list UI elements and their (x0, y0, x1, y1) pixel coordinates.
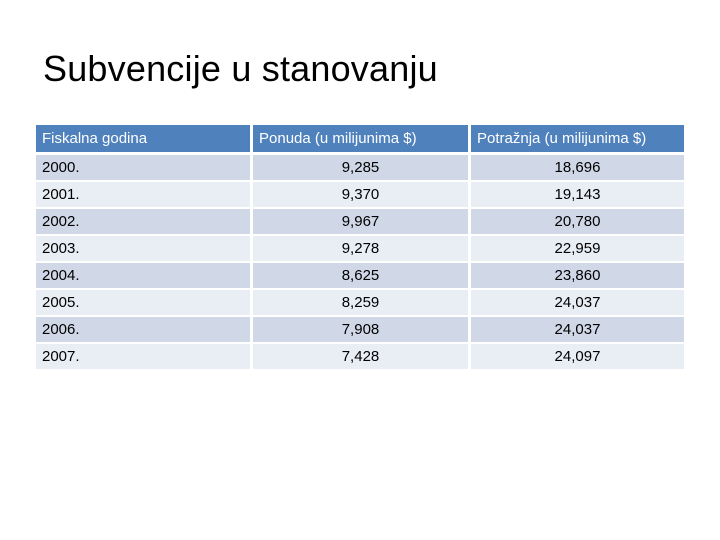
cell-year: 2005. (36, 290, 250, 317)
cell-supply: 9,285 (250, 155, 468, 182)
cell-supply: 8,259 (250, 290, 468, 317)
cell-year: 2002. (36, 209, 250, 236)
housing-subsidies-table: Fiskalna godina Ponuda (u milijunima $) … (36, 125, 684, 371)
cell-year: 2007. (36, 344, 250, 371)
cell-demand: 19,143 (468, 182, 684, 209)
cell-demand: 24,097 (468, 344, 684, 371)
cell-year: 2003. (36, 236, 250, 263)
slide-title: Subvencije u stanovanju (43, 48, 438, 89)
cell-supply: 7,428 (250, 344, 468, 371)
table-row: 2005. 8,259 24,037 (36, 290, 684, 317)
cell-demand: 18,696 (468, 155, 684, 182)
cell-supply: 8,625 (250, 263, 468, 290)
table-header-row: Fiskalna godina Ponuda (u milijunima $) … (36, 125, 684, 155)
cell-supply: 9,370 (250, 182, 468, 209)
cell-demand: 20,780 (468, 209, 684, 236)
table-row: 2003. 9,278 22,959 (36, 236, 684, 263)
cell-demand: 22,959 (468, 236, 684, 263)
cell-supply: 9,278 (250, 236, 468, 263)
table-row: 2007. 7,428 24,097 (36, 344, 684, 371)
table-row: 2000. 9,285 18,696 (36, 155, 684, 182)
cell-supply: 7,908 (250, 317, 468, 344)
cell-demand: 23,860 (468, 263, 684, 290)
cell-supply: 9,967 (250, 209, 468, 236)
header-fiscal-year: Fiskalna godina (36, 125, 250, 155)
table-row: 2006. 7,908 24,037 (36, 317, 684, 344)
header-demand: Potražnja (u milijunima $) (468, 125, 684, 155)
cell-year: 2004. (36, 263, 250, 290)
table-row: 2002. 9,967 20,780 (36, 209, 684, 236)
cell-demand: 24,037 (468, 317, 684, 344)
table-row: 2004. 8,625 23,860 (36, 263, 684, 290)
cell-year: 2001. (36, 182, 250, 209)
header-supply: Ponuda (u milijunima $) (250, 125, 468, 155)
cell-year: 2006. (36, 317, 250, 344)
cell-year: 2000. (36, 155, 250, 182)
cell-demand: 24,037 (468, 290, 684, 317)
table-row: 2001. 9,370 19,143 (36, 182, 684, 209)
